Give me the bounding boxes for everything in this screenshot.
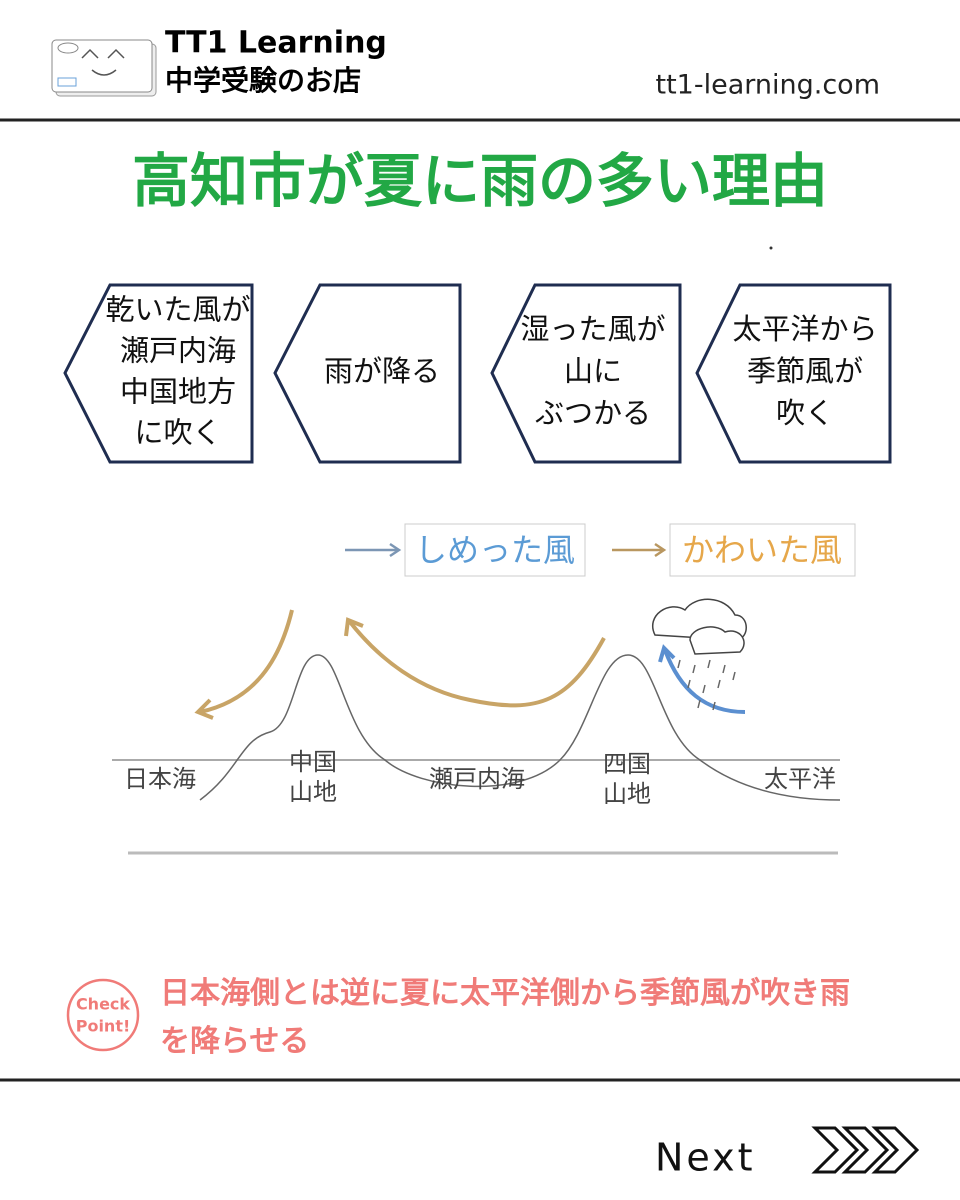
badge-text: Point! <box>76 1017 131 1036</box>
step-text: 中国地方 <box>120 375 236 409</box>
place-label: 中国 <box>289 748 337 776</box>
brand: TT1 Learning <box>165 26 387 61</box>
place-label: 太平洋 <box>764 765 836 793</box>
place-label: 日本海 <box>124 765 196 793</box>
step-text: に吹く <box>134 416 221 450</box>
step-text: 乾いた風が <box>105 293 250 327</box>
next-chevrons[interactable] <box>811 1126 920 1174</box>
place-label: 瀬戸内海 <box>429 765 525 793</box>
terrain <box>112 598 841 855</box>
legend-dry: かわいた風 <box>682 531 842 569</box>
step-text: ぶつかる <box>535 396 651 430</box>
checkpoint-text: 日本海側とは逆に夏に太平洋側から季節風が吹き雨を降らせる <box>160 976 850 1059</box>
legend-moist: しめった風 <box>415 531 575 569</box>
step-text: 湿った風が <box>520 312 665 346</box>
step-text: 山に <box>564 354 622 388</box>
next-label[interactable]: Next <box>655 1136 756 1180</box>
step-text: 吹く <box>776 396 834 430</box>
logo <box>51 39 157 97</box>
checkpoint-badge <box>66 978 140 1052</box>
badge-text: Check <box>76 995 130 1014</box>
step-text: 季節風が <box>747 354 863 388</box>
step-shapes <box>63 283 892 464</box>
place-label: 山地 <box>289 778 337 806</box>
place-label: 四国 <box>603 750 651 778</box>
step-text: 太平洋から <box>732 312 877 346</box>
url: tt1-learning.com <box>656 70 881 101</box>
step-text: 瀬戸内海 <box>120 334 236 368</box>
dot <box>769 246 773 250</box>
brand-subtitle: 中学受験のお店 <box>165 64 361 97</box>
place-label: 山地 <box>603 780 651 808</box>
title: 高知市が夏に雨の多い理由 <box>132 147 828 215</box>
legend <box>345 523 856 577</box>
step-text: 雨が降る <box>324 354 440 388</box>
